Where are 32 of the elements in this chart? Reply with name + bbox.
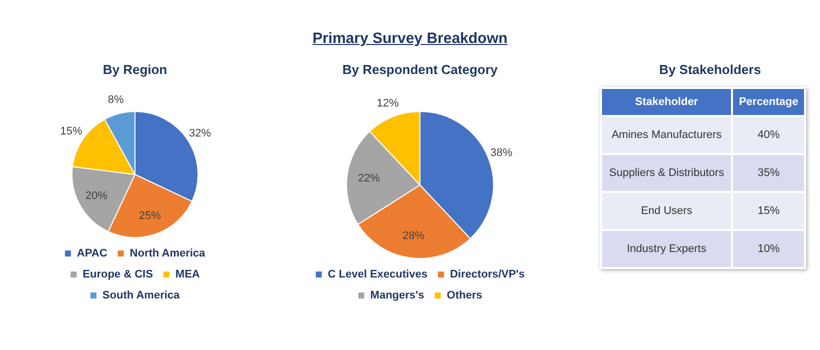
chart-title: By Respondent Category [341,62,499,77]
legend-label: APAC [76,248,108,260]
category-label: Industry Experts [602,231,732,267]
data-label: 28% [402,230,425,242]
text: 10% [758,243,780,255]
data-label: 8% [108,94,124,106]
text: 35% [758,167,780,179]
legend-label: Directors/VP's [450,268,525,281]
legend-label: Others [446,290,482,302]
text: Stakeholder [602,89,732,115]
data-label: 25% [138,210,162,222]
category-label: Amines Manufacturers [602,117,732,153]
legend-label: South America [102,290,181,302]
category-label: End Users [602,193,732,229]
text: 15% [758,205,780,217]
legend-label: C Level Executives [328,268,428,281]
text: Percentage [733,89,804,115]
data-label: 15% [60,125,83,138]
text: 40% [758,129,780,141]
legend-label: Mangers's [370,290,424,302]
legend-label: MEA [175,268,200,281]
data-label: 32% [189,127,212,140]
data-label: 20% [85,190,108,202]
text: Primary Survey Breakdown [311,30,509,47]
data-label: 38% [490,146,513,159]
category-label: Suppliers & Distributors [602,155,732,191]
chart-title: By Region [102,62,168,77]
data-label: 12% [376,98,400,110]
data-label: 22% [358,172,380,185]
legend-label: North America [130,248,206,260]
legend-label: Europe & CIS [82,268,153,281]
text: By Stakeholders [658,62,762,77]
